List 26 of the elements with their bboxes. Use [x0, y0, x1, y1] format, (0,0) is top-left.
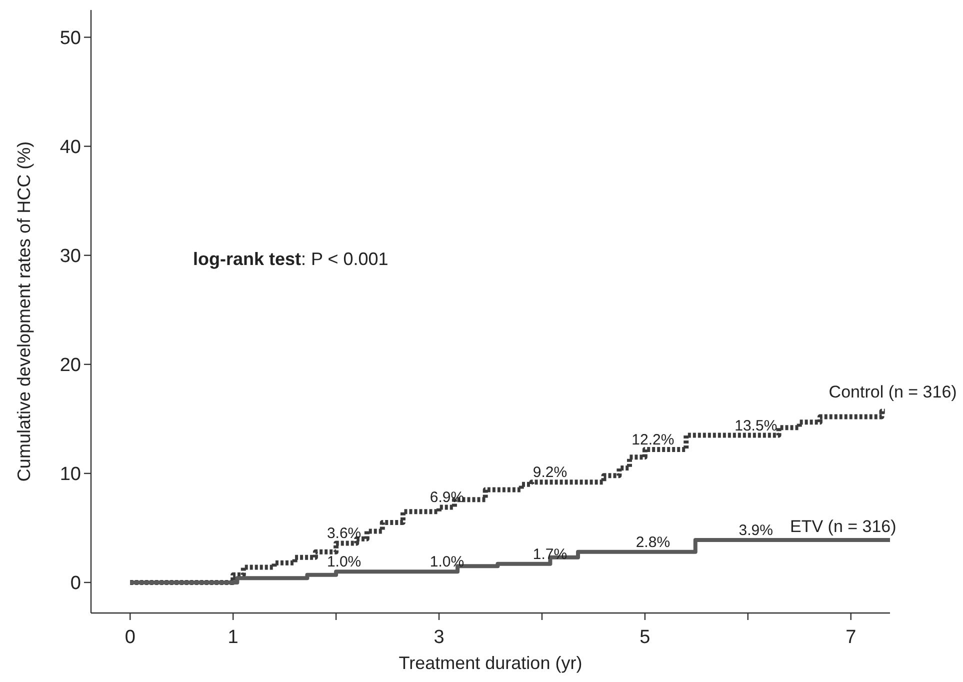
y-axis-title: Cumulative development rates of HCC (%): [14, 141, 34, 482]
annotation: 3.9%: [738, 522, 774, 539]
annotation: 1.0%: [326, 554, 362, 571]
series-label: Control (n = 316): [828, 382, 957, 402]
annotation: 3.6%: [326, 525, 362, 542]
y-tick-label: 20: [60, 355, 81, 376]
y-tick-label: 0: [70, 573, 81, 594]
annotation: 1.7%: [532, 546, 568, 563]
annotation: 6.9%: [430, 489, 464, 506]
annotation: 2.8%: [636, 534, 670, 551]
x-tick-label: 5: [640, 627, 650, 648]
x-tick-label: 7: [846, 627, 856, 648]
annotation: 12.2%: [632, 431, 674, 448]
annotation: log-rank test: P < 0.001: [193, 249, 388, 269]
y-tick-label: 40: [60, 136, 81, 158]
x-axis-title: Treatment duration (yr): [398, 653, 582, 673]
x-tick-label: 1: [228, 627, 238, 648]
annotation: 13.5%: [734, 417, 778, 434]
series-label: ETV (n = 316): [790, 516, 896, 536]
y-tick-label: 30: [60, 246, 81, 267]
y-tick-label: 50: [60, 28, 81, 49]
x-tick-label: 0: [124, 627, 136, 648]
y-tick-label: 10: [60, 464, 81, 486]
x-tick-label: 3: [434, 627, 444, 648]
annotation: 1.0%: [430, 554, 464, 571]
annotation: 9.2%: [532, 464, 568, 482]
